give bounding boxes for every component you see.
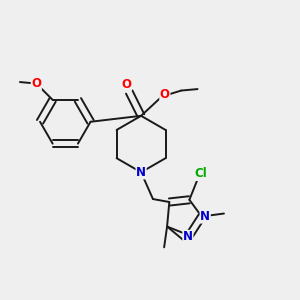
Text: Cl: Cl bbox=[194, 167, 207, 180]
Text: O: O bbox=[160, 88, 170, 100]
Text: N: N bbox=[136, 166, 146, 179]
Text: O: O bbox=[31, 77, 41, 90]
Text: O: O bbox=[121, 78, 131, 91]
Text: N: N bbox=[183, 230, 193, 243]
Text: N: N bbox=[200, 210, 210, 223]
